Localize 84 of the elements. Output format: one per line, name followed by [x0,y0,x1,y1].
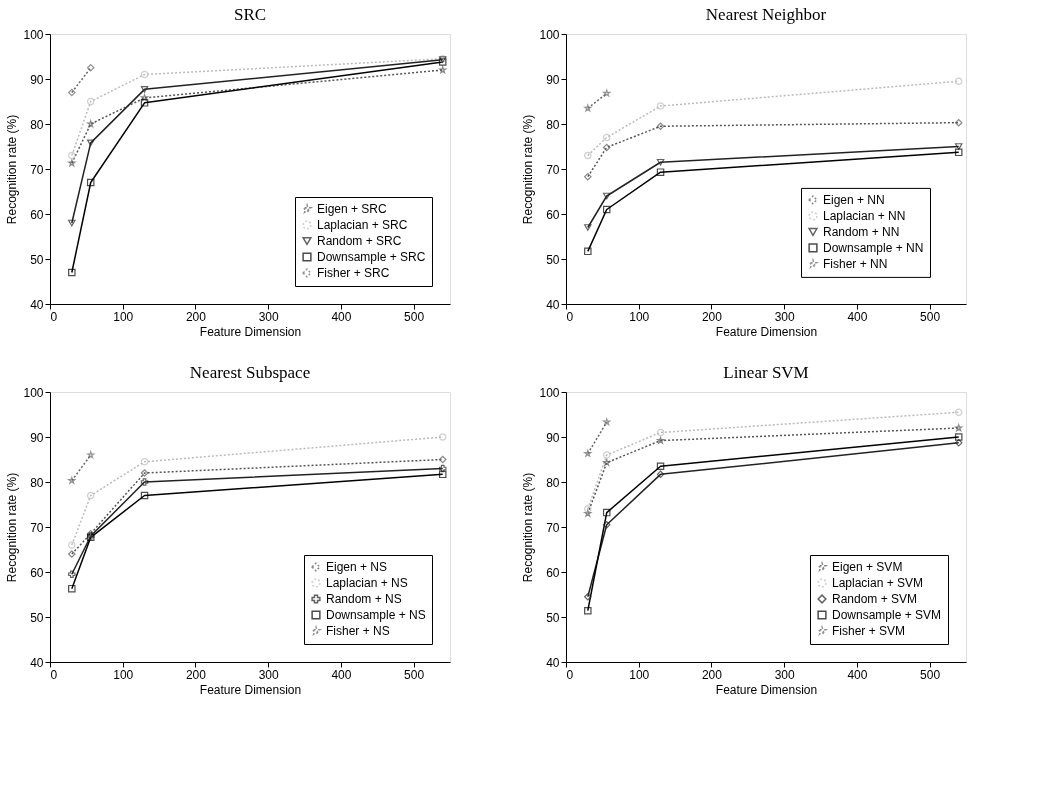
legend-label: Downsample + NS [326,608,426,622]
x-tick-label: 0 [566,667,574,682]
legend-label: Eigen + SRC [317,202,388,216]
x-tick-label: 100 [629,309,650,324]
y-tick-label: 90 [546,430,560,445]
x-tick-label: 100 [113,667,134,682]
y-tick-label: 60 [546,565,560,580]
x-tick-label: 300 [774,309,796,324]
legend-label: Eigen + NS [326,560,388,574]
y-tick-label: 60 [30,565,44,580]
y-tick-label: 80 [546,475,560,490]
x-tick-label: 200 [185,667,207,682]
x-tick-label: 400 [847,309,868,324]
legend-label: Fisher + NS [326,624,390,638]
x-tick-label: 400 [331,667,352,682]
x-tick-label: 500 [404,309,425,324]
x-tick-label: 200 [701,309,723,324]
y-tick-label: 60 [546,207,560,222]
y-tick-label: 50 [546,252,560,267]
y-tick-label: 100 [23,27,44,42]
y-tick-label: 90 [30,430,44,445]
legend-label: Random + NS [326,592,402,606]
x-axis-title: Feature Dimension [715,682,818,697]
y-tick-label: 40 [30,297,44,312]
x-tick-label: 300 [774,667,796,682]
legend-label: Random + SVM [832,592,918,606]
legend-label: Fisher + SRC [317,266,390,280]
y-axis-title: Recognition rate (%) [5,114,20,225]
x-axis-title: Feature Dimension [199,324,302,339]
x-tick-label: 500 [920,309,941,324]
x-tick-label: 0 [50,309,58,324]
y-tick-label: 100 [539,27,560,42]
legend-label: Fisher + NN [823,256,888,271]
legend-label: Downsample + SVM [832,608,942,622]
legend-label: Random + NN [823,224,900,239]
y-axis-title: Recognition rate (%) [521,472,536,583]
y-tick-label: 50 [546,610,560,625]
chart-title: SRC [233,5,267,24]
y-tick-label: 60 [30,207,44,222]
y-tick-label: 80 [546,117,560,132]
legend-label: Laplacian + NS [326,576,408,590]
x-tick-label: 300 [258,309,280,324]
legend-label: Random + SRC [317,234,402,248]
y-tick-label: 70 [546,520,560,535]
x-tick-label: 200 [185,309,207,324]
x-axis-title: Feature Dimension [199,682,302,697]
chart-title: Nearest Neighbor [705,5,827,24]
y-tick-label: 70 [30,162,44,177]
legend-label: Eigen + NN [823,192,885,207]
legend-label: Laplacian + NN [823,208,906,223]
y-tick-label: 40 [546,297,560,312]
legend-label: Laplacian + SVM [832,576,924,590]
y-tick-label: 40 [546,655,560,670]
y-tick-label: 100 [23,385,44,400]
x-tick-label: 400 [847,667,868,682]
y-tick-label: 80 [30,475,44,490]
y-tick-label: 70 [546,162,560,177]
y-tick-label: 50 [30,252,44,267]
x-tick-label: 0 [566,309,574,324]
y-tick-label: 50 [30,610,44,625]
chart-title: Linear SVM [723,363,809,382]
x-tick-label: 500 [404,667,425,682]
legend-label: Eigen + SVM [832,560,903,574]
chart-title: Nearest Subspace [189,363,311,382]
y-tick-label: 70 [30,520,44,535]
x-axis-title: Feature Dimension [715,324,818,339]
y-axis-title: Recognition rate (%) [5,472,20,583]
x-tick-label: 100 [113,309,134,324]
legend-label: Laplacian + SRC [317,218,408,232]
y-tick-label: 90 [30,72,44,87]
y-tick-label: 90 [546,72,560,87]
x-tick-label: 500 [920,667,941,682]
x-tick-label: 200 [701,667,723,682]
y-axis-title: Recognition rate (%) [521,114,536,225]
y-tick-label: 40 [30,655,44,670]
legend-label: Downsample + SRC [317,250,426,264]
y-tick-label: 80 [30,117,44,132]
x-tick-label: 100 [629,667,650,682]
x-tick-label: 400 [331,309,352,324]
x-tick-label: 0 [50,667,58,682]
x-tick-label: 300 [258,667,280,682]
legend-label: Fisher + SVM [832,624,906,638]
legend-label: Downsample + NN [823,240,924,255]
y-tick-label: 100 [539,385,560,400]
